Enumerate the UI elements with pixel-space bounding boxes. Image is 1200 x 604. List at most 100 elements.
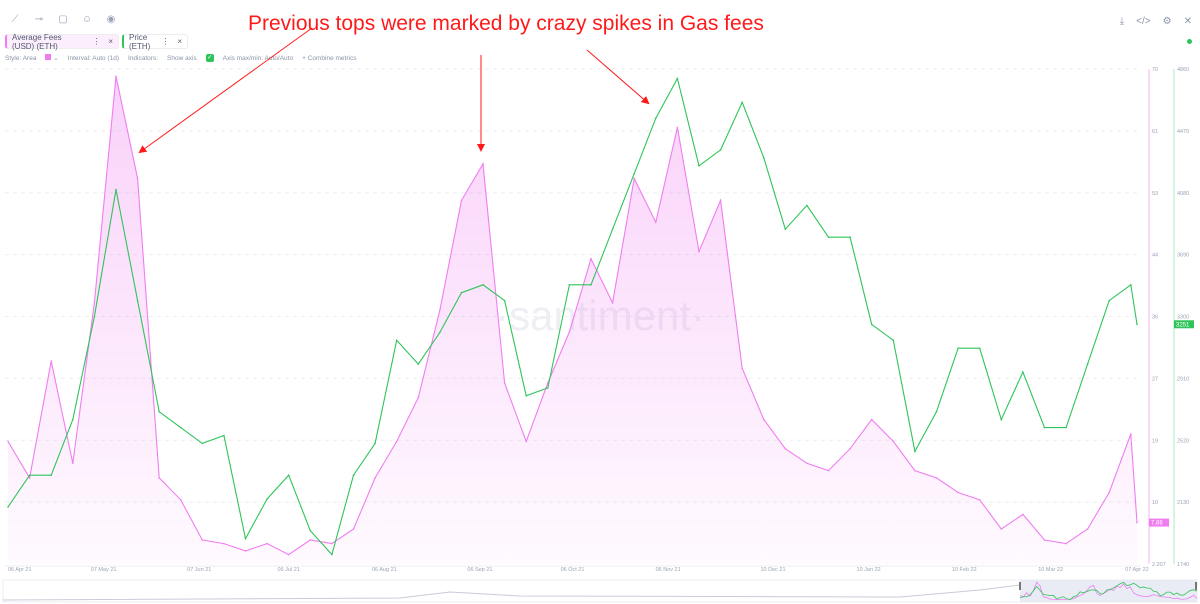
metric-label: Average Fees (USD) (ETH) bbox=[12, 32, 62, 51]
color-picker[interactable]: ⌄ bbox=[45, 54, 59, 62]
last-value-badge bbox=[1174, 320, 1194, 329]
data-point bbox=[1130, 433, 1132, 435]
x-tick-label: 10 Mar 22 bbox=[1038, 567, 1063, 573]
y-tick-label: 3690 bbox=[1177, 253, 1189, 259]
data-point bbox=[223, 542, 225, 545]
y-tick-label: 19 bbox=[1152, 438, 1158, 444]
metric-chip-fees[interactable]: Average Fees (USD) (ETH) ⋮ × bbox=[5, 32, 119, 51]
x-tick-label: 06 Nov 21 bbox=[656, 567, 681, 573]
data-point bbox=[158, 477, 160, 479]
data-point bbox=[71, 418, 74, 421]
x-tick-label: 07 Apr 22 bbox=[1125, 567, 1149, 573]
data-point bbox=[611, 228, 614, 231]
y-tick-label: 10 bbox=[1152, 500, 1158, 506]
data-point bbox=[568, 283, 571, 286]
x-tick-label: 06 Oct 21 bbox=[561, 567, 585, 573]
show-axis-checkbox[interactable]: ✓ bbox=[205, 54, 214, 62]
more-icon[interactable]: ⋮ bbox=[161, 37, 170, 46]
data-point bbox=[676, 126, 679, 129]
emoji-icon[interactable]: ☺ bbox=[81, 14, 93, 25]
x-tick-label: 06 Jul 21 bbox=[278, 567, 300, 573]
close-icon[interactable]: ✕ bbox=[1183, 16, 1192, 27]
data-point bbox=[1136, 521, 1138, 524]
chart-options: Style: Area ⌄ Interval: Auto (1d) Indica… bbox=[5, 54, 356, 62]
remove-icon[interactable]: × bbox=[177, 37, 182, 46]
data-point bbox=[827, 236, 830, 238]
data-point bbox=[460, 291, 463, 294]
data-point bbox=[7, 440, 9, 443]
data-point bbox=[28, 474, 31, 476]
header-actions: ⤓ </> ⚙ ✕ bbox=[1120, 16, 1192, 27]
data-point bbox=[698, 250, 700, 253]
data-point bbox=[849, 447, 851, 450]
data-point bbox=[1022, 371, 1024, 373]
more-icon[interactable]: ⋮ bbox=[92, 37, 101, 46]
data-point bbox=[914, 450, 916, 453]
data-point bbox=[244, 537, 247, 540]
ray-icon[interactable]: ⊸ bbox=[34, 14, 44, 25]
navigator-selection bbox=[1020, 580, 1197, 602]
data-point bbox=[719, 149, 722, 151]
x-tick-label: 10 Dec 21 bbox=[760, 567, 785, 573]
data-point bbox=[136, 299, 139, 302]
data-point bbox=[460, 199, 463, 202]
data-point bbox=[93, 315, 96, 318]
axis-maxmin-select[interactable]: Axis max/min: Auto/Auto bbox=[222, 54, 294, 62]
navigator-overview bbox=[2, 584, 1021, 601]
data-point bbox=[633, 172, 635, 175]
data-point bbox=[978, 498, 981, 501]
annotation-arrow bbox=[138, 27, 313, 154]
data-point bbox=[806, 204, 808, 207]
y-tick-label: 27 bbox=[1152, 376, 1158, 382]
line-draw-icon[interactable]: ⟋ bbox=[11, 14, 19, 25]
data-point bbox=[741, 367, 743, 370]
data-point bbox=[1000, 528, 1003, 530]
data-point bbox=[1086, 528, 1089, 530]
data-point bbox=[287, 474, 290, 476]
data-point bbox=[482, 283, 484, 286]
data-point bbox=[611, 301, 614, 304]
data-point bbox=[957, 491, 959, 494]
annotation-text: Previous tops were marked by crazy spike… bbox=[248, 12, 764, 35]
data-point bbox=[806, 462, 808, 465]
download-icon[interactable]: ⤓ bbox=[1119, 16, 1125, 27]
data-point bbox=[762, 418, 765, 421]
note-icon[interactable]: ▢ bbox=[58, 14, 68, 25]
data-point bbox=[654, 117, 657, 119]
data-point bbox=[633, 177, 635, 180]
data-point bbox=[287, 553, 290, 556]
data-point bbox=[547, 387, 549, 389]
metric-label: Price (ETH) bbox=[129, 32, 151, 51]
data-point bbox=[1000, 418, 1003, 421]
combine-metrics-button[interactable]: + Combine metrics bbox=[302, 54, 357, 62]
data-point bbox=[352, 474, 355, 476]
metric-chip-price[interactable]: Price (ETH) ⋮ × bbox=[122, 32, 188, 51]
x-tick-label: 06 Apr 21 bbox=[8, 567, 32, 573]
interval-select[interactable]: Interval: Auto (1d) bbox=[67, 54, 120, 62]
eye-icon[interactable]: ◉ bbox=[106, 14, 116, 25]
remove-icon[interactable]: × bbox=[108, 37, 113, 46]
data-point bbox=[223, 434, 225, 437]
data-point bbox=[331, 553, 333, 556]
data-point bbox=[1043, 426, 1046, 429]
data-point bbox=[395, 339, 398, 342]
data-point bbox=[50, 474, 52, 476]
settings-icon[interactable]: ⚙ bbox=[1162, 16, 1172, 27]
fees-line bbox=[7, 76, 1138, 556]
data-point bbox=[784, 447, 787, 450]
data-point bbox=[654, 221, 657, 224]
indicators-select[interactable]: Indicators: bbox=[128, 54, 159, 62]
x-tick-label: 07 Jun 21 bbox=[187, 567, 211, 573]
data-point bbox=[266, 542, 268, 545]
y-tick-label: 61 bbox=[1152, 129, 1158, 135]
style-select[interactable]: Style: Area bbox=[5, 54, 37, 62]
embed-code-icon[interactable]: </> bbox=[1136, 16, 1151, 27]
y-tick-label: 53 bbox=[1152, 191, 1158, 197]
data-point bbox=[7, 506, 9, 508]
y-tick-label: 2910 bbox=[1177, 376, 1189, 382]
y-tick-label: 70 bbox=[1152, 67, 1158, 73]
y-tick-label: 2.207 bbox=[1152, 562, 1166, 568]
data-point bbox=[849, 236, 851, 238]
data-point bbox=[28, 477, 31, 479]
